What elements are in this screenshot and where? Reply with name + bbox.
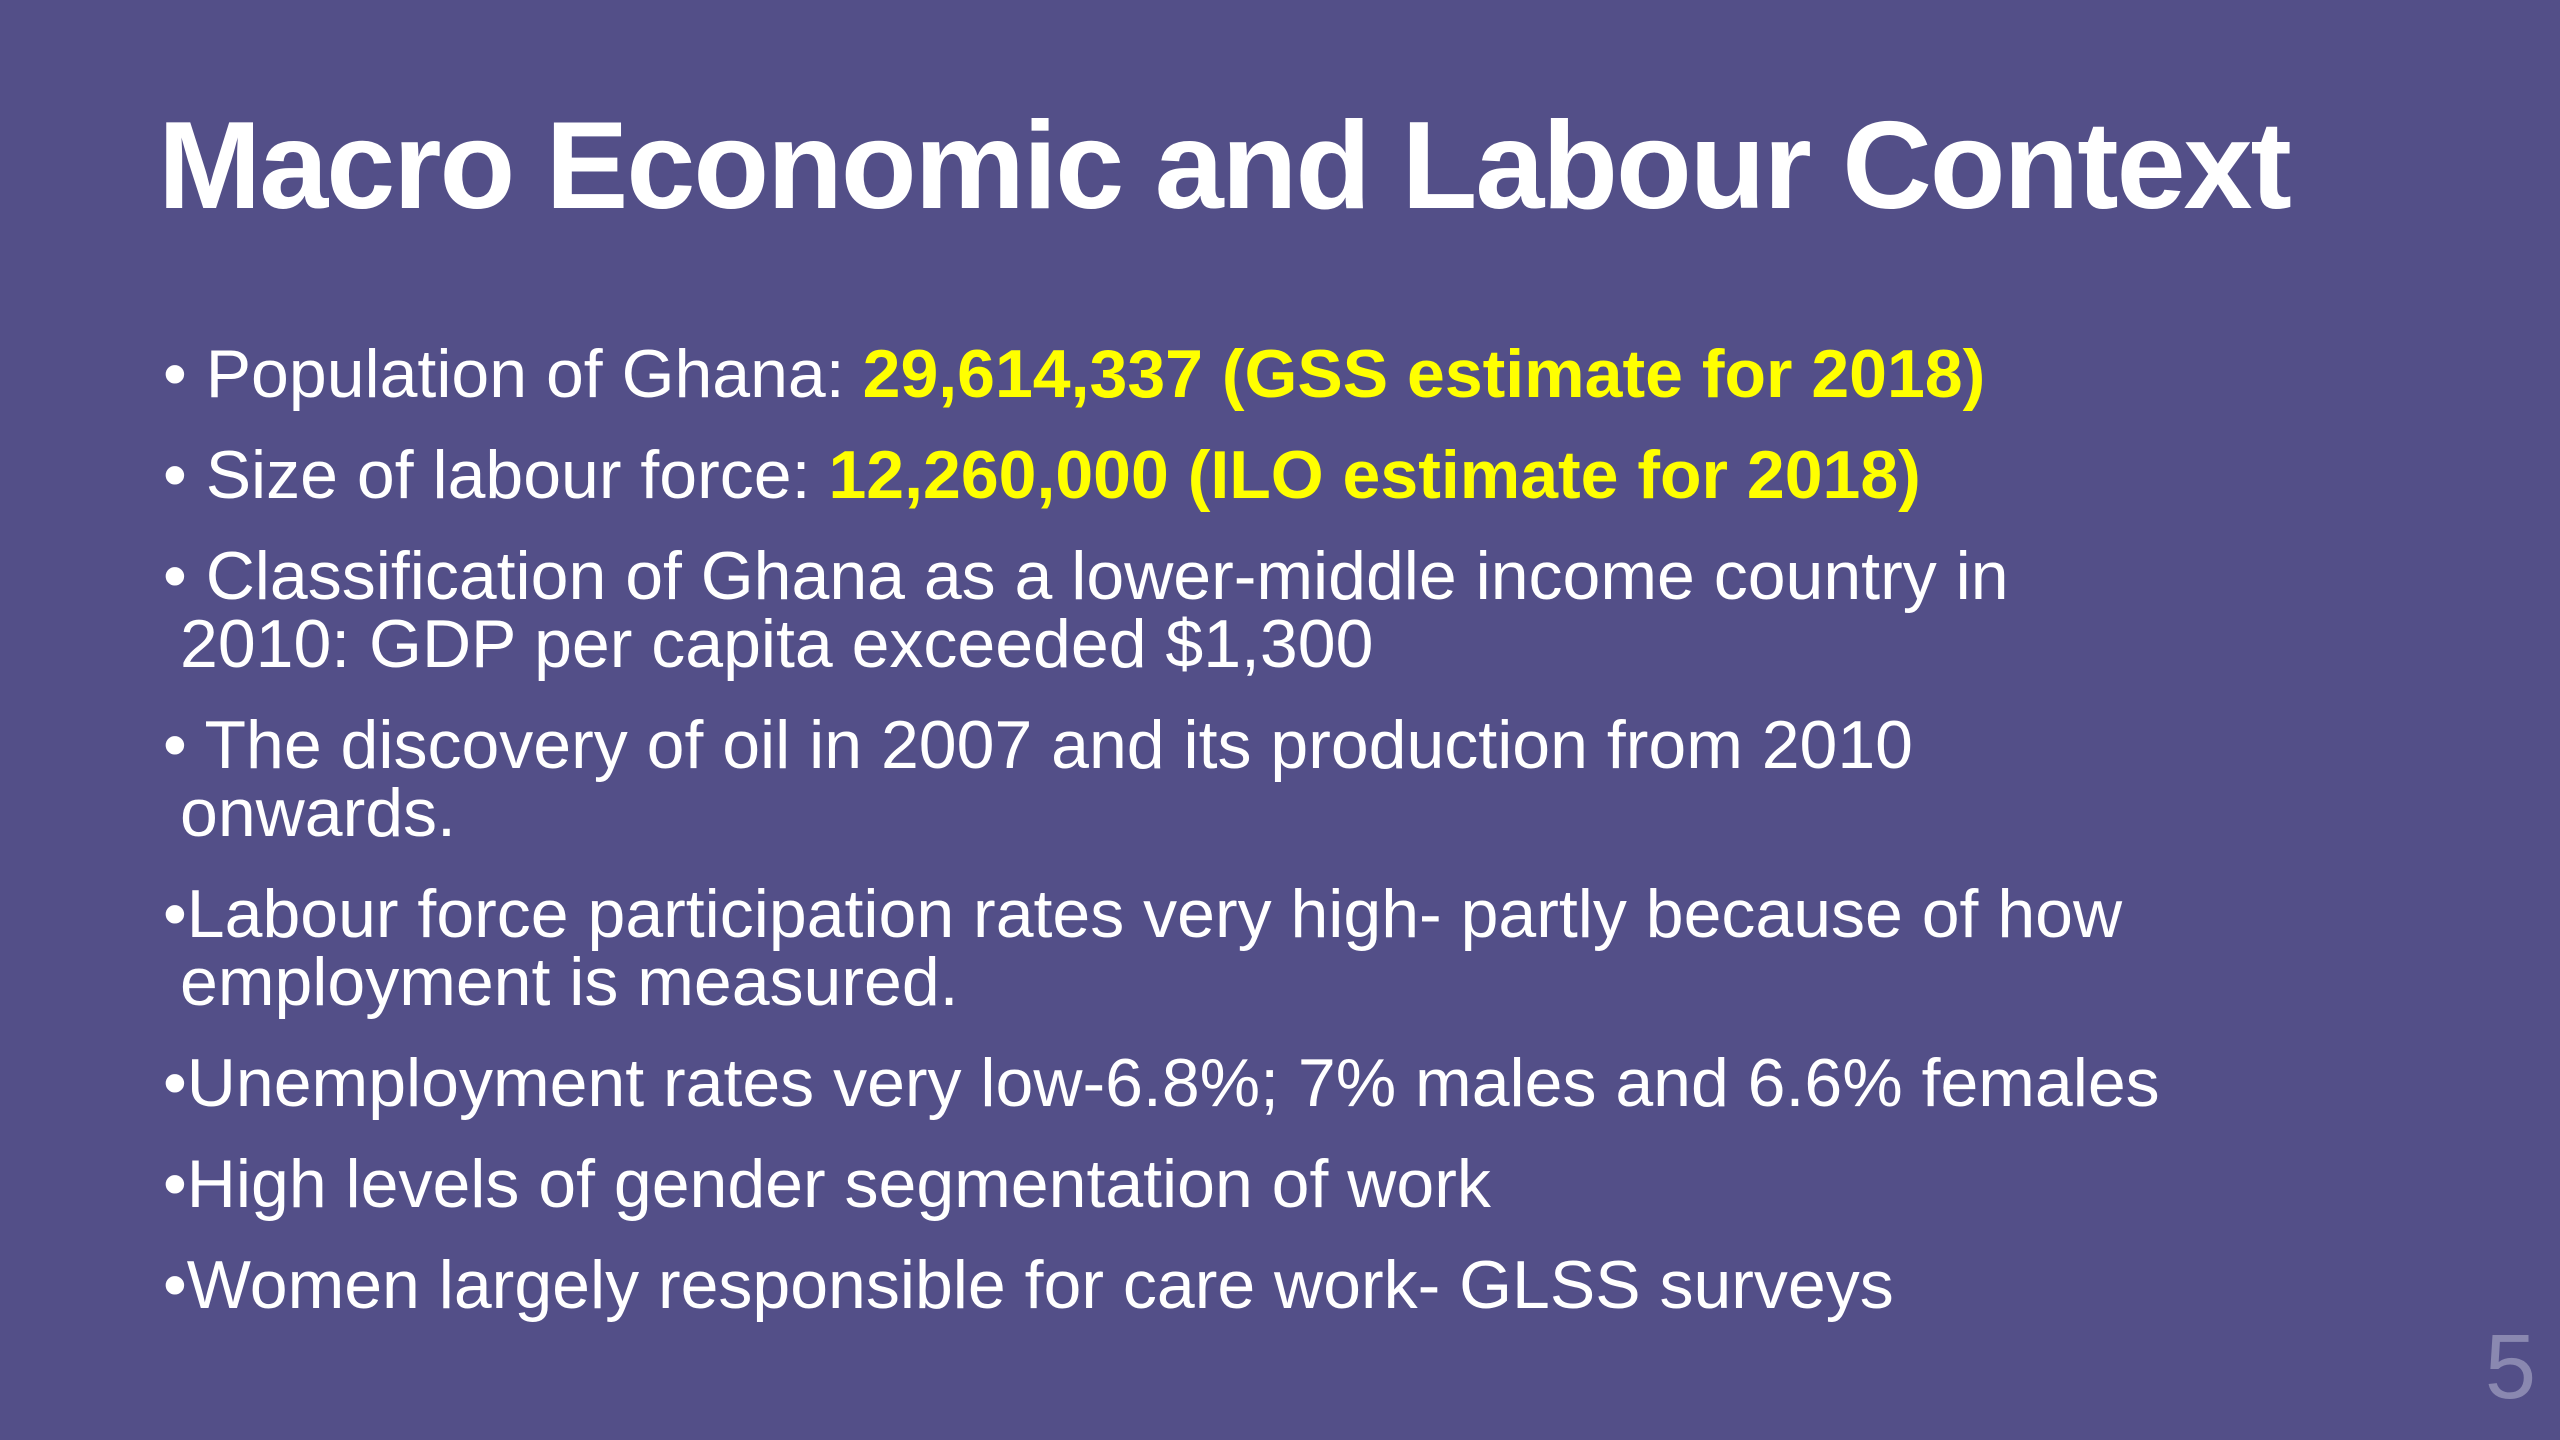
bullet-item: • The discovery of oil in 2007 and its p… [163, 711, 2463, 847]
bullet-list: • Population of Ghana: 29,614,337 (GSS es… [163, 340, 2463, 1352]
bullet-text: •Women largely responsible for care work… [163, 1247, 1894, 1323]
bullet-text: 2010: GDP per capita exceeded $1,300 [180, 606, 1374, 682]
highlight-text: 29,614,337 (GSS estimate for 2018) [862, 336, 1986, 412]
bullet-line: • Population of Ghana: 29,614,337 (GSS es… [163, 340, 2463, 408]
bullet-line: • Size of labour force: 12,260,000 (ILO e… [163, 441, 2463, 509]
bullet-text: • Classification of Ghana as a lower-mid… [163, 538, 2009, 614]
bullet-text: employment is measured. [180, 944, 959, 1020]
bullet-text: •Unemployment rates very low-6.8%; 7% ma… [163, 1045, 2160, 1121]
bullet-line: 2010: GDP per capita exceeded $1,300 [163, 610, 2463, 678]
bullet-line: •Labour force participation rates very h… [163, 880, 2463, 948]
bullet-item: • Classification of Ghana as a lower-mid… [163, 542, 2463, 678]
slide-title: Macro Economic and Labour Context [158, 97, 2292, 235]
bullet-text: •High levels of gender segmentation of w… [163, 1146, 1491, 1222]
bullet-text: • The discovery of oil in 2007 and its p… [163, 707, 1914, 783]
bullet-item: •Labour force participation rates very h… [163, 880, 2463, 1016]
bullet-line: • The discovery of oil in 2007 and its p… [163, 711, 2463, 779]
bullet-text: onwards. [180, 775, 456, 851]
bullet-line: •High levels of gender segmentation of w… [163, 1150, 2463, 1218]
bullet-item: •Women largely responsible for care work… [163, 1251, 2463, 1319]
bullet-item: •Unemployment rates very low-6.8%; 7% ma… [163, 1049, 2463, 1117]
bullet-item: • Population of Ghana: 29,614,337 (GSS es… [163, 340, 2463, 408]
bullet-line: • Classification of Ghana as a lower-mid… [163, 542, 2463, 610]
bullet-item: • Size of labour force: 12,260,000 (ILO e… [163, 441, 2463, 509]
bullet-line: •Unemployment rates very low-6.8%; 7% ma… [163, 1049, 2463, 1117]
bullet-line: employment is measured. [163, 948, 2463, 1016]
bullet-line: •Women largely responsible for care work… [163, 1251, 2463, 1319]
bullet-line: onwards. [163, 779, 2463, 847]
bullet-text: •Labour force participation rates very h… [163, 876, 2123, 952]
bullet-text: • Population of Ghana: [163, 336, 845, 412]
bullet-item: •High levels of gender segmentation of w… [163, 1150, 2463, 1218]
page-number: 5 [2484, 1316, 2536, 1418]
highlight-text: 12,260,000 (ILO estimate for 2018) [828, 437, 1921, 513]
bullet-text: • Size of labour force: [163, 437, 811, 513]
